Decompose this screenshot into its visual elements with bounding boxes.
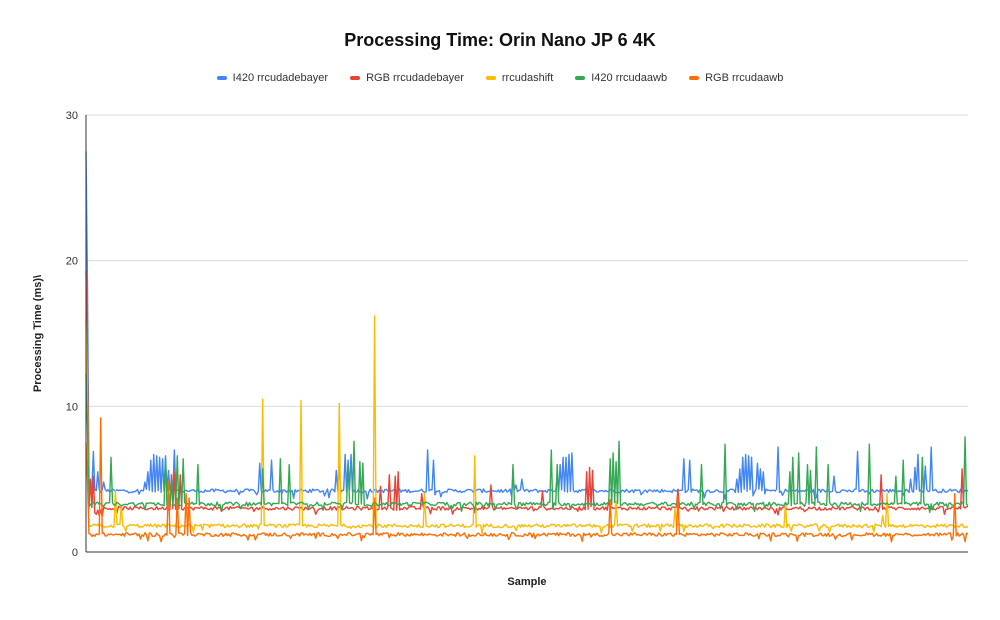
legend-swatch	[485, 76, 496, 80]
y-tick-label: 20	[66, 256, 78, 268]
legend-swatch	[350, 76, 361, 80]
legend-label: rrcudashift	[501, 72, 554, 84]
legend-swatch	[689, 76, 700, 80]
y-tick-label: 0	[72, 547, 78, 559]
grid-lines	[86, 114, 968, 553]
series-line-2	[85, 315, 969, 535]
y-tick-label: 10	[66, 401, 78, 413]
series-line-1	[85, 270, 969, 517]
y-tick-label: 30	[66, 110, 78, 122]
legend-label: RGB rrcudadebayer	[366, 72, 464, 84]
y-tick-labels: 0 10 20 30	[66, 110, 78, 559]
legend-swatch	[575, 76, 586, 80]
series-line-3	[85, 374, 969, 514]
legend-item-i420-debayer[interactable]: I420 rrcudadebayer	[216, 72, 329, 84]
legend-label: RGB rrcudaawb	[705, 72, 784, 84]
series-line-0	[85, 151, 969, 500]
legend-label: I420 rrcudadebayer	[232, 72, 329, 84]
legend-item-shift[interactable]: rrcudashift	[485, 72, 554, 84]
series-line-4	[85, 417, 969, 543]
series-lines	[85, 151, 969, 543]
legend-item-rgb-awb[interactable]: RGB rrcudaawb	[689, 72, 783, 84]
x-axis-title: Sample	[507, 576, 546, 588]
y-axis-title: Processing Time (ms)\	[32, 275, 44, 392]
legend-item-rgb-debayer[interactable]: RGB rrcudadebayer	[350, 72, 464, 84]
legend-label: I420 rrcudaawb	[591, 72, 668, 84]
chart-title: Processing Time: Orin Nano JP 6 4K	[344, 30, 656, 50]
legend-swatch	[216, 76, 227, 80]
chart-legend: I420 rrcudadebayer RGB rrcudadebayer rrc…	[0, 72, 1000, 84]
legend-item-i420-awb[interactable]: I420 rrcudaawb	[575, 72, 667, 84]
